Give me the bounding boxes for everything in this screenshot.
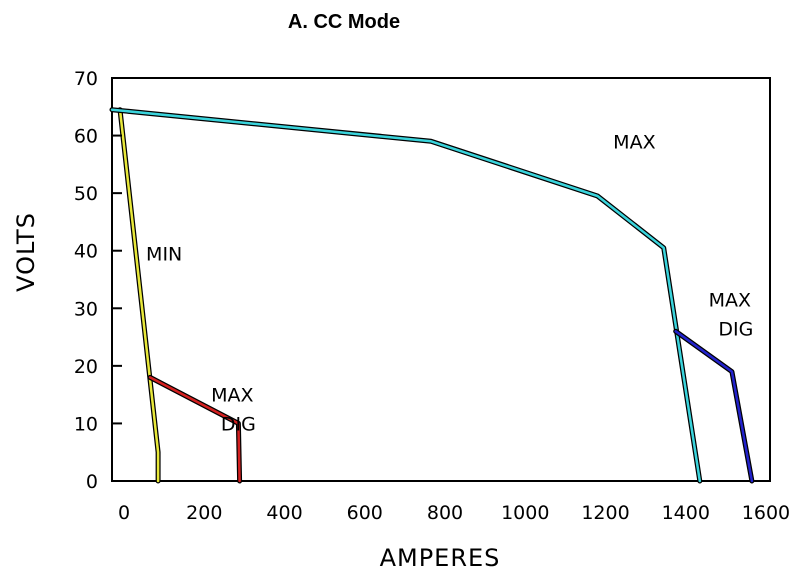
annotation-label: MAX <box>613 131 655 153</box>
annotation-layer: MIN MAX DIG MAX MAX DIG <box>146 131 753 435</box>
series-layer <box>109 107 755 484</box>
chart-title: A. CC Mode <box>288 11 400 33</box>
y-axis-label: VOLTS <box>12 212 40 292</box>
y-tick-label: 40 <box>74 241 98 263</box>
x-tick-label: 400 <box>266 502 302 524</box>
x-axis-label: AMPERES <box>380 544 501 572</box>
plot-frame <box>111 77 771 482</box>
series-2-outline <box>109 107 703 484</box>
y-tick-label: 60 <box>74 126 98 148</box>
x-axis-ticks: 0 200 400 600 800 1000 1200 1400 1600 <box>118 502 790 524</box>
x-tick-label: 1000 <box>501 502 549 524</box>
x-tick-label: 0 <box>118 502 130 524</box>
series-0-line <box>118 108 160 483</box>
y-tick-label: 20 <box>74 356 98 378</box>
annotation-label: MAX <box>709 290 751 312</box>
y-tick-label: 10 <box>74 413 98 435</box>
annotation-label: MIN <box>146 244 182 266</box>
x-tick-label: 1200 <box>581 502 629 524</box>
x-tick-label: 600 <box>347 502 383 524</box>
y-tick-label: 50 <box>74 183 98 205</box>
y-tick-label: 0 <box>86 471 98 493</box>
x-tick-label: 800 <box>427 502 463 524</box>
x-tick-label: 200 <box>186 502 222 524</box>
plot-border <box>111 77 771 482</box>
x-tick-label: 1400 <box>662 502 710 524</box>
series-1-line <box>148 376 241 483</box>
annotation-label: DIG <box>718 318 753 340</box>
annotation-label: MAX <box>211 385 253 407</box>
y-tick-label: 30 <box>74 298 98 320</box>
x-tick-label: 1600 <box>742 502 790 524</box>
y-axis-ticks: 0 10 20 30 40 50 60 70 <box>74 68 122 493</box>
annotation-label: DIG <box>221 413 256 435</box>
series-3-line <box>674 330 754 483</box>
y-tick-label: 70 <box>74 68 98 90</box>
series-2-line <box>110 108 702 483</box>
